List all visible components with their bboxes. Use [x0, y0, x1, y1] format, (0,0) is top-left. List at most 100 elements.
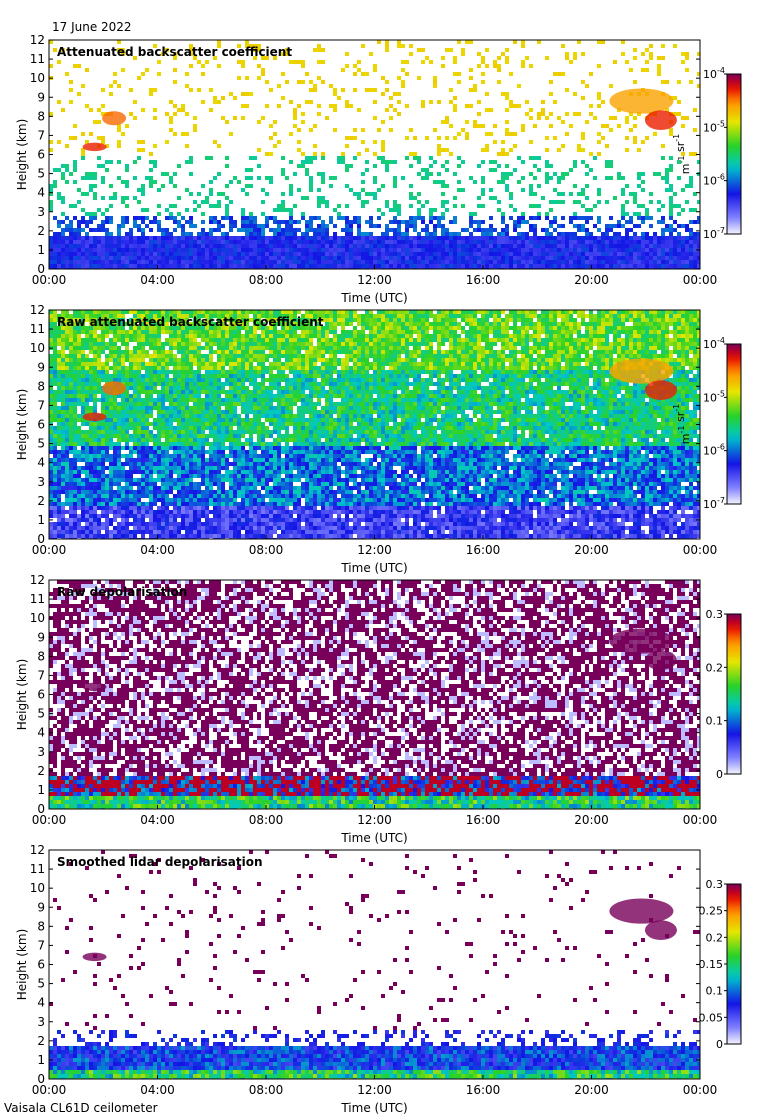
x-tick-label: 04:00 — [140, 1083, 175, 1097]
colorbar-tick-label: 10-5 — [703, 389, 725, 404]
x-tick-label: 20:00 — [574, 273, 609, 287]
x-tick-label: 12:00 — [357, 543, 392, 557]
y-tick-label: 4 — [37, 996, 45, 1010]
x-tick-label: 00:00 — [32, 813, 67, 827]
y-axis-label: Height (km) — [15, 659, 29, 730]
cloud-feature — [644, 110, 677, 130]
y-tick-label: 7 — [37, 938, 45, 952]
colorbar-tick-label: 0 — [716, 1038, 723, 1051]
x-axis-label: Time (UTC) — [340, 831, 407, 845]
y-tick-label: 11 — [30, 52, 45, 66]
x-tick-label: 00:00 — [32, 543, 67, 557]
colorbar-tick-label: 10-7 — [703, 226, 725, 241]
panel-title: Raw depolarisation — [57, 585, 187, 599]
y-tick-label: 3 — [37, 205, 45, 219]
y-tick-label: 1 — [37, 243, 45, 257]
heatmap-texture — [49, 580, 700, 809]
x-tick-label: 16:00 — [466, 543, 501, 557]
x-tick-label: 08:00 — [249, 1083, 284, 1097]
y-tick-label: 0 — [37, 1072, 45, 1086]
y-tick-label: 0 — [37, 802, 45, 816]
x-tick-label: 00:00 — [683, 813, 718, 827]
y-tick-label: 2 — [37, 1034, 45, 1048]
x-axis-label: Time (UTC) — [340, 561, 407, 575]
colorbar-tick-label: 10-7 — [703, 496, 725, 511]
cloud-feature — [82, 682, 107, 692]
colorbar-unit: m-1 sr-1 — [672, 134, 692, 174]
cloud-feature — [102, 111, 127, 126]
y-tick-label: 3 — [37, 1015, 45, 1029]
y-tick-label: 1 — [37, 1053, 45, 1067]
y-axis-label: Height (km) — [15, 119, 29, 190]
heatmap-texture — [49, 40, 700, 269]
x-tick-label: 00:00 — [32, 273, 67, 287]
y-tick-label: 8 — [37, 379, 45, 393]
panel-title: Raw attenuated backscatter coefficient — [57, 315, 324, 329]
y-tick-label: 8 — [37, 919, 45, 933]
colorbar-unit: m-1 sr-1 — [672, 404, 692, 444]
x-tick-label: 08:00 — [249, 813, 284, 827]
y-tick-label: 5 — [37, 707, 45, 721]
y-tick-label: 7 — [37, 128, 45, 142]
y-tick-label: 10 — [30, 341, 45, 355]
y-axis-label: Height (km) — [15, 929, 29, 1000]
y-tick-label: 10 — [30, 881, 45, 895]
y-tick-label: 8 — [37, 109, 45, 123]
colorbar-tick-label: 0.2 — [706, 661, 724, 674]
x-tick-label: 12:00 — [357, 273, 392, 287]
colorbar: 10-7 10-6 10-5 10-4 m-1 sr-1 — [672, 66, 742, 241]
y-tick-label: 2 — [37, 224, 45, 238]
y-tick-label: 1 — [37, 783, 45, 797]
cloud-feature — [644, 380, 677, 400]
y-tick-label: 6 — [37, 958, 45, 972]
y-axis-label: Height (km) — [15, 389, 29, 460]
cloud-feature — [82, 952, 107, 962]
instrument-label: Vaisala CL61D ceilometer — [4, 1101, 158, 1115]
y-tick-label: 6 — [37, 418, 45, 432]
y-tick-label: 6 — [37, 688, 45, 702]
cloud-feature — [644, 650, 677, 670]
cloud-feature — [609, 88, 674, 114]
x-tick-label: 20:00 — [574, 813, 609, 827]
heatmap-texture — [49, 310, 700, 539]
heatmap-texture — [49, 850, 700, 1079]
y-tick-label: 9 — [37, 630, 45, 644]
y-tick-label: 10 — [30, 611, 45, 625]
colorbar: 0 0.1 0.2 0.3 — [706, 608, 742, 781]
y-tick-label: 2 — [37, 764, 45, 778]
x-tick-label: 00:00 — [683, 273, 718, 287]
y-tick-label: 3 — [37, 745, 45, 759]
colorbar-tick-label: 0.3 — [706, 608, 724, 621]
cloud-feature — [82, 142, 107, 152]
y-tick-label: 0 — [37, 532, 45, 546]
x-tick-label: 04:00 — [140, 813, 175, 827]
x-tick-label: 04:00 — [140, 543, 175, 557]
x-tick-label: 16:00 — [466, 1083, 501, 1097]
y-tick-label: 0 — [37, 262, 45, 276]
y-tick-label: 11 — [30, 322, 45, 336]
colorbar-tick-label: 0.1 — [706, 985, 724, 998]
y-tick-label: 9 — [37, 900, 45, 914]
x-axis-label: Time (UTC) — [340, 1101, 407, 1115]
y-tick-label: 4 — [37, 186, 45, 200]
x-axis-label: Time (UTC) — [340, 291, 407, 305]
y-tick-label: 12 — [30, 843, 45, 857]
colorbar-tick-label: 0.25 — [699, 905, 724, 918]
x-tick-label: 08:00 — [249, 273, 284, 287]
colorbar-tick-label: 0.05 — [699, 1011, 724, 1024]
y-tick-label: 9 — [37, 360, 45, 374]
y-tick-label: 11 — [30, 862, 45, 876]
x-tick-label: 12:00 — [357, 813, 392, 827]
colorbar-tick-label: 10-6 — [703, 173, 725, 188]
colorbar-tick-label: 0 — [716, 768, 723, 781]
colorbar-tick-label: 10-4 — [703, 66, 725, 81]
colorbar-tick-label: 10-4 — [703, 336, 725, 351]
y-tick-label: 4 — [37, 726, 45, 740]
y-tick-label: 3 — [37, 475, 45, 489]
colorbar: 10-7 10-6 10-5 10-4 m-1 sr-1 — [672, 336, 742, 511]
x-tick-label: 12:00 — [357, 1083, 392, 1097]
